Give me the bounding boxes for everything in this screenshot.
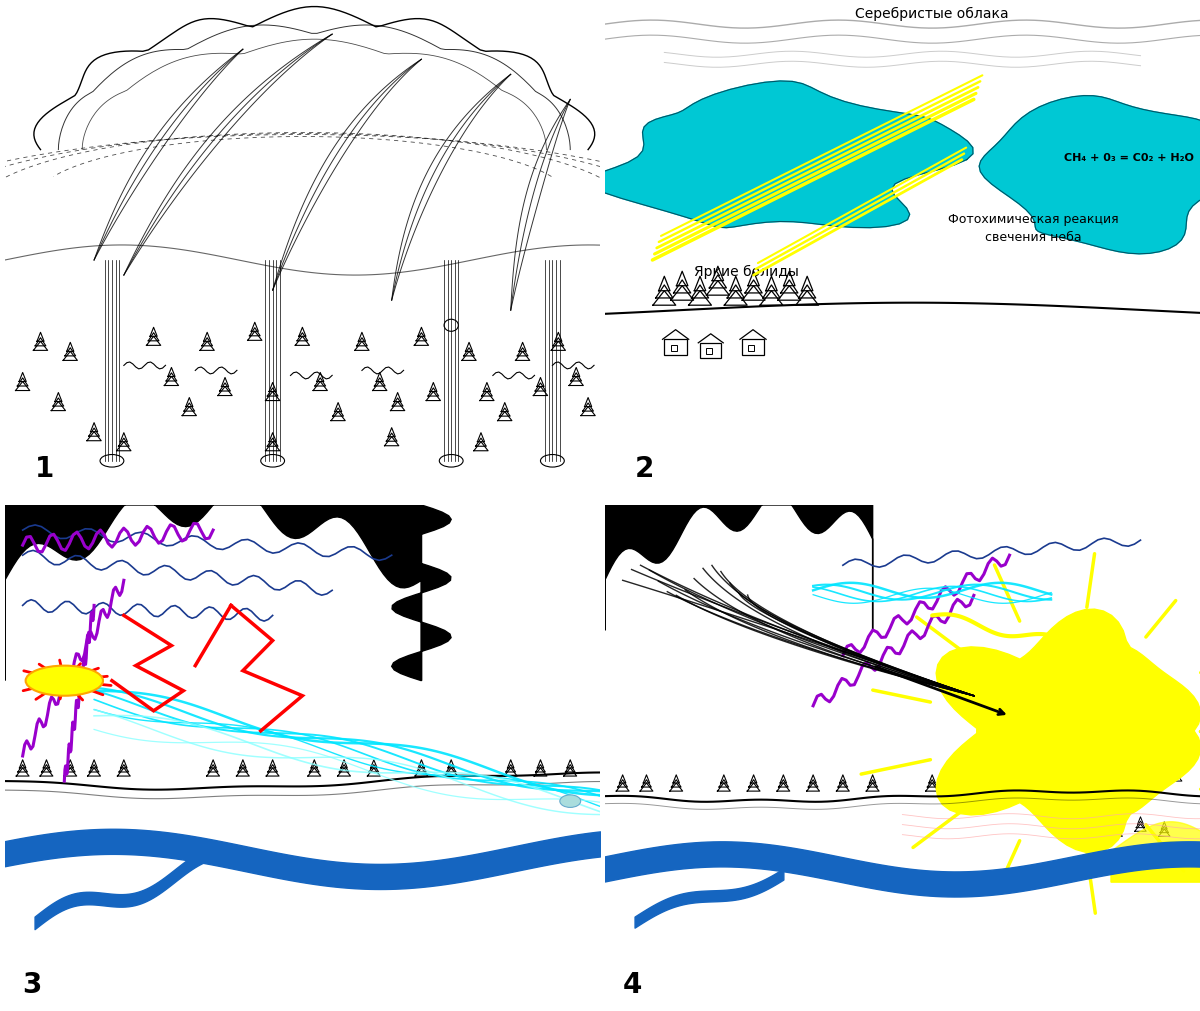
Polygon shape [979,96,1200,255]
Text: Фотохимическая реакция
свечения неба: Фотохимическая реакция свечения неба [948,212,1118,244]
Polygon shape [605,493,872,631]
Polygon shape [5,487,421,681]
Text: 2: 2 [635,454,654,482]
Polygon shape [391,506,451,681]
Text: 3: 3 [23,970,42,998]
Polygon shape [587,82,973,228]
Ellipse shape [560,795,581,808]
Text: 4: 4 [623,970,642,998]
Text: CH₄ + 0₃ = C0₂ + H₂O: CH₄ + 0₃ = C0₂ + H₂O [1063,153,1194,163]
Text: 1: 1 [35,454,54,482]
Ellipse shape [25,666,103,696]
Polygon shape [936,610,1200,853]
Text: Яркие болиды: Яркие болиды [694,265,799,279]
Text: Серебристые облака: Серебристые облака [856,6,1009,20]
